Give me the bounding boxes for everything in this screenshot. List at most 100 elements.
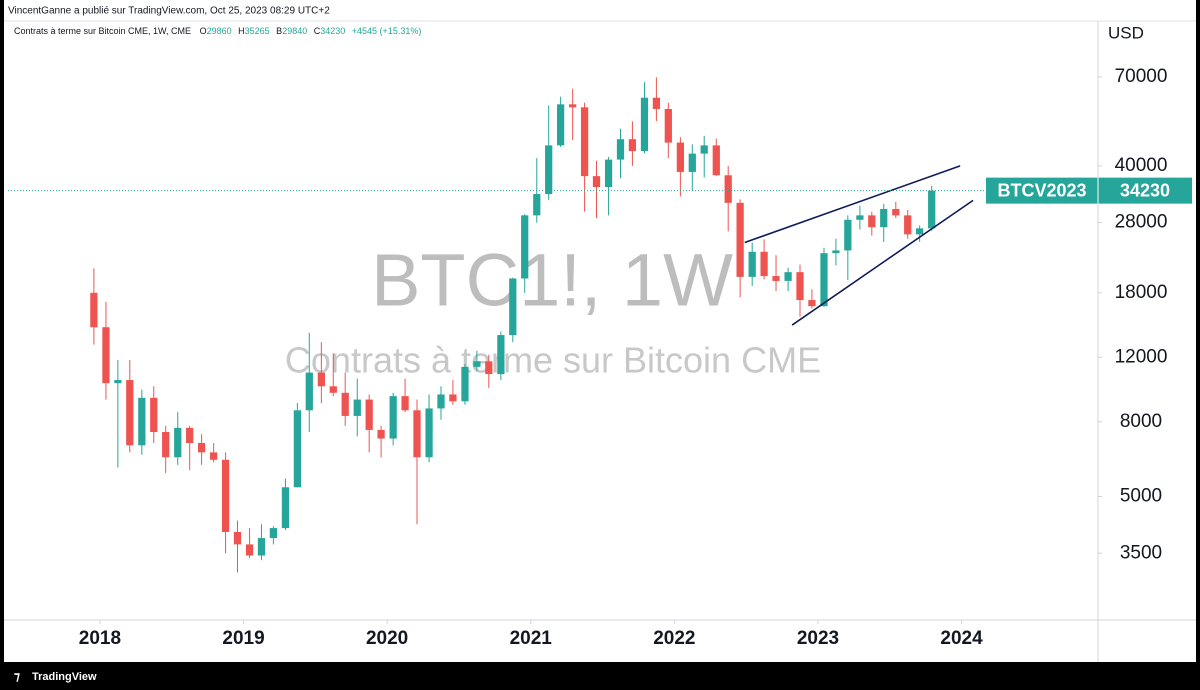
candle-body: [664, 108, 672, 143]
candle-body: [880, 208, 888, 228]
candle-body: [377, 429, 385, 439]
chart-background: [4, 0, 1196, 662]
ohlc-value: 29840: [282, 26, 307, 36]
candle-body: [868, 215, 876, 228]
y-tick-label: 18000: [1115, 282, 1168, 303]
ohlc-value: 35265: [245, 26, 270, 36]
candle-body: [820, 253, 828, 307]
candle-body: [497, 335, 505, 375]
candle-body: [317, 372, 325, 387]
candle-body: [748, 251, 756, 277]
x-tick-label: 2023: [797, 628, 839, 649]
candle-body: [640, 97, 649, 152]
y-tick-label: 70000: [1115, 66, 1168, 87]
symbol-legend: Contrats à terme sur Bitcoin CME, 1W, CM…: [14, 26, 421, 36]
y-tick-label: 3500: [1120, 542, 1162, 563]
candle-body: [221, 459, 230, 533]
y-tick-label: 12000: [1115, 346, 1168, 367]
candle-body: [365, 399, 373, 430]
candle-body: [257, 538, 266, 556]
x-tick-label: 2024: [940, 628, 983, 649]
candle-body: [760, 251, 768, 277]
candle-body: [545, 145, 553, 195]
candle-body: [533, 194, 541, 216]
candle-body: [197, 443, 206, 453]
x-tick-label: 2019: [222, 628, 264, 649]
change: +4545 (+15.31%): [352, 26, 422, 36]
ohlc-value: 34230: [320, 26, 345, 36]
candle-body: [210, 452, 218, 460]
candle-body: [162, 432, 170, 458]
candle-body: [592, 176, 601, 188]
candle-body: [461, 366, 469, 402]
price-label-name: BTCV2023: [997, 180, 1086, 200]
candle-body: [616, 139, 625, 160]
symbol: Contrats à terme sur Bitcoin CME, 1W, CM…: [14, 26, 191, 36]
candle-body: [245, 544, 254, 556]
candle-body: [521, 215, 529, 279]
price-label-box: [986, 177, 1192, 204]
candle-body: [676, 142, 685, 172]
candle-body: [473, 361, 481, 367]
y-tick-label: 28000: [1115, 212, 1168, 233]
candle-body: [856, 215, 864, 220]
candle-body: [556, 104, 565, 146]
candle-body: [712, 145, 720, 176]
candle-body: [389, 396, 397, 439]
footer-brand: TradingView: [32, 671, 97, 683]
candle-body: [281, 487, 290, 529]
candle-body: [784, 272, 792, 281]
candle-body: [126, 380, 134, 446]
y-tick-label: 5000: [1120, 486, 1162, 507]
x-tick-label: 2021: [510, 628, 553, 649]
y-axis-label: USD: [1108, 23, 1144, 42]
ohlc-label: B: [276, 26, 282, 36]
ohlc-label: H: [238, 26, 245, 36]
watermark: BTC1!, 1W: [371, 239, 733, 322]
candle-body: [580, 107, 589, 177]
candle-body: [449, 394, 457, 402]
candle-body: [269, 528, 278, 539]
candle-body: [808, 300, 816, 307]
footer-logo: ⁊: [14, 669, 20, 683]
published-note: VincentGanne a publié sur TradingView.co…: [8, 6, 330, 17]
x-tick-label: 2022: [653, 628, 695, 649]
price-label-value: 34230: [1120, 180, 1170, 200]
candle-body: [150, 397, 158, 433]
candle-body: [569, 104, 577, 108]
candle-body: [102, 327, 110, 384]
candle-body: [736, 202, 744, 277]
candle-body: [186, 427, 194, 444]
candle-body: [90, 292, 98, 328]
candle-body: [437, 394, 445, 409]
candle-body: [401, 396, 409, 411]
candle-body: [652, 97, 661, 109]
watermark-subtitle: Contrats à terme sur Bitcoin CME: [285, 340, 821, 381]
candle-body: [293, 410, 301, 488]
ohlc-label: C: [314, 26, 321, 36]
candle-body: [892, 208, 900, 216]
candle-body: [700, 145, 708, 154]
candle-body: [844, 219, 852, 251]
ohlc-value: 29860: [207, 26, 232, 36]
candle-body: [329, 386, 337, 393]
trendline: [744, 165, 961, 244]
candle-body: [916, 228, 924, 235]
candle-body: [413, 410, 421, 458]
candle-body: [796, 272, 804, 301]
candle-body: [174, 427, 182, 458]
candle-body: [114, 380, 122, 384]
trendline: [791, 199, 974, 326]
x-tick-label: 2018: [79, 628, 121, 649]
candle-body: [485, 361, 493, 375]
candle-body: [425, 408, 433, 458]
candle-body: [138, 397, 146, 446]
x-tick-label: 2020: [366, 628, 408, 649]
candle-body: [772, 276, 780, 281]
candle-body: [928, 190, 936, 229]
candle-body: [604, 159, 613, 188]
candle-body: [233, 532, 242, 545]
candle-body: [353, 399, 361, 416]
y-tick-label: 8000: [1120, 411, 1162, 432]
